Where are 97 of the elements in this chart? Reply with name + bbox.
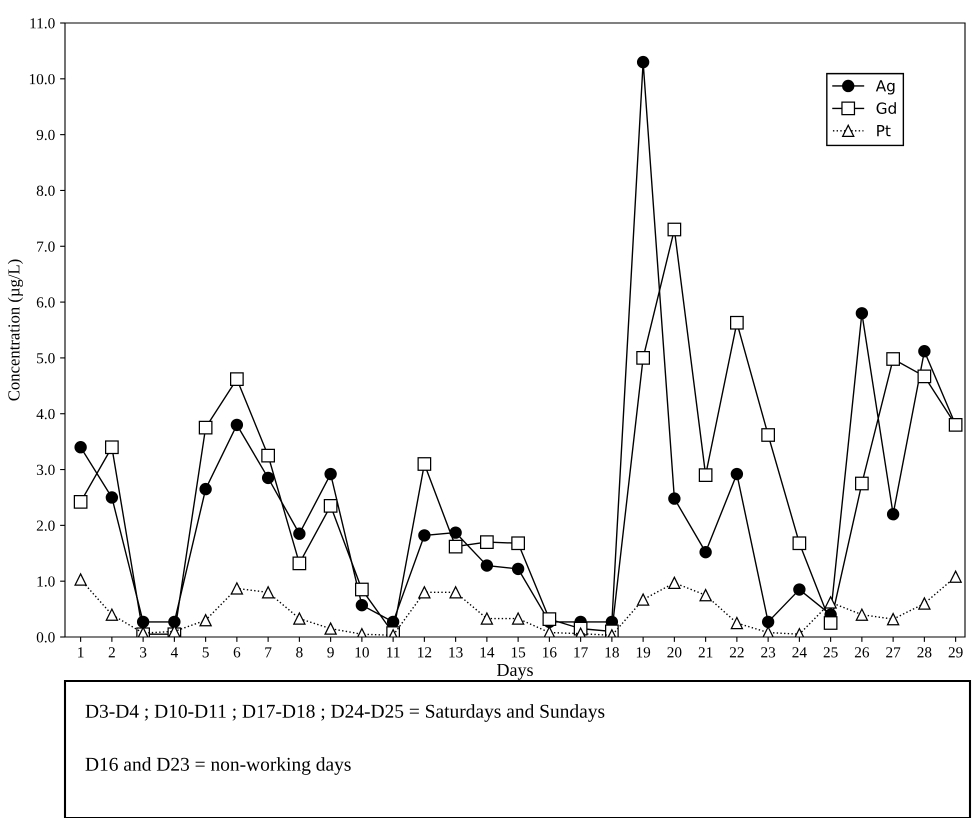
point xyxy=(668,492,681,505)
y-tick-label: 6.0 xyxy=(36,297,55,308)
point xyxy=(793,583,806,596)
x-tick-label: 28 xyxy=(917,647,932,658)
point xyxy=(262,586,274,599)
point xyxy=(886,508,900,520)
x-tick-label: 29 xyxy=(948,647,963,658)
point xyxy=(856,307,868,320)
x-tick-label: 20 xyxy=(667,647,682,658)
point xyxy=(918,369,932,384)
point xyxy=(699,588,712,602)
point xyxy=(792,536,806,550)
x-tick-label: 26 xyxy=(854,647,870,658)
x-tick-label: 7 xyxy=(265,647,272,658)
x-tick-label: 16 xyxy=(543,647,557,658)
x-tick-label: 17 xyxy=(574,647,588,658)
x-tick-label: 4 xyxy=(170,647,178,658)
point xyxy=(199,482,212,496)
point xyxy=(918,597,931,610)
point xyxy=(668,576,681,590)
point xyxy=(449,526,462,539)
x-tick-label: 13 xyxy=(449,647,463,658)
legend-label: Pt xyxy=(877,125,891,136)
point xyxy=(355,582,369,596)
y-tick-label: 7.0 xyxy=(37,241,55,252)
point xyxy=(293,612,306,625)
x-tick-label: 19 xyxy=(636,647,650,658)
x-tick-label: 10 xyxy=(356,647,369,658)
point xyxy=(730,616,744,630)
y-tick-label: 10.0 xyxy=(30,74,55,84)
point xyxy=(106,608,118,621)
point xyxy=(824,596,837,609)
point xyxy=(199,614,212,626)
point xyxy=(230,582,244,595)
point xyxy=(636,56,650,68)
y-tick-label: 11.0 xyxy=(30,18,55,29)
point xyxy=(262,472,274,484)
legend-label: Gd xyxy=(876,102,896,114)
point xyxy=(106,491,118,504)
point xyxy=(324,622,337,635)
point xyxy=(542,612,556,626)
point xyxy=(512,612,524,625)
x-tick-label: 14 xyxy=(480,647,494,658)
x-tick-label: 21 xyxy=(698,647,712,658)
y-tick-label: 3.0 xyxy=(36,464,55,476)
point xyxy=(418,586,431,599)
point xyxy=(324,468,337,480)
text: D16 and D23 = non-working days xyxy=(86,757,351,775)
x-tick-label: 18 xyxy=(606,647,619,658)
x-tick-label: 6 xyxy=(234,647,240,658)
point xyxy=(886,612,900,626)
text: D3-D4 ; D10-D11 ; D17-D18 ; D24-D25 = Saturdays and Sundays xyxy=(86,704,604,722)
x-tick-label: 23 xyxy=(761,647,776,658)
x-tick-label: 2 xyxy=(108,647,115,658)
point xyxy=(918,345,931,358)
x-tick-label: 22 xyxy=(730,647,744,658)
y-axis-title: Concentration (µg/L) xyxy=(8,260,23,401)
x-tick-label: 11 xyxy=(387,647,400,658)
point xyxy=(480,612,494,625)
x-tick-label: 5 xyxy=(202,647,209,658)
y-tick-label: 0.0 xyxy=(36,632,55,643)
y-tick-label: 1.0 xyxy=(38,576,55,587)
point xyxy=(74,441,87,454)
legend-label: Ag xyxy=(876,80,894,95)
point xyxy=(949,570,962,583)
point xyxy=(699,546,712,558)
point xyxy=(636,593,650,606)
x-tick-label: 25 xyxy=(824,647,838,658)
point xyxy=(324,498,338,513)
x-tick-label: 27 xyxy=(886,647,900,658)
y-tick-label: 5.0 xyxy=(37,353,55,364)
x-tick-label: 12 xyxy=(418,647,432,658)
x-tick-label: 8 xyxy=(296,647,303,658)
point xyxy=(230,418,244,432)
x-tick-label: 1 xyxy=(78,647,84,658)
x-axis-title: Days xyxy=(496,664,533,680)
point xyxy=(74,573,87,586)
x-tick-label: 9 xyxy=(327,647,334,658)
point xyxy=(105,440,119,454)
point xyxy=(856,608,868,621)
y-tick-label: 9.0 xyxy=(36,130,55,140)
point xyxy=(730,316,744,330)
y-tick-label: 2.0 xyxy=(36,520,55,531)
x-tick-label: 24 xyxy=(792,647,807,658)
y-tick-label: 8.0 xyxy=(36,186,55,196)
point xyxy=(356,599,368,612)
point xyxy=(762,616,774,628)
x-tick-label: 15 xyxy=(512,647,526,658)
point xyxy=(511,536,525,550)
point xyxy=(480,559,494,572)
point xyxy=(293,528,306,540)
point xyxy=(512,562,524,576)
point xyxy=(449,586,462,599)
point xyxy=(418,529,431,542)
x-tick-label: 3 xyxy=(140,647,146,658)
y-tick-label: 4.0 xyxy=(36,408,55,420)
point xyxy=(730,468,744,480)
